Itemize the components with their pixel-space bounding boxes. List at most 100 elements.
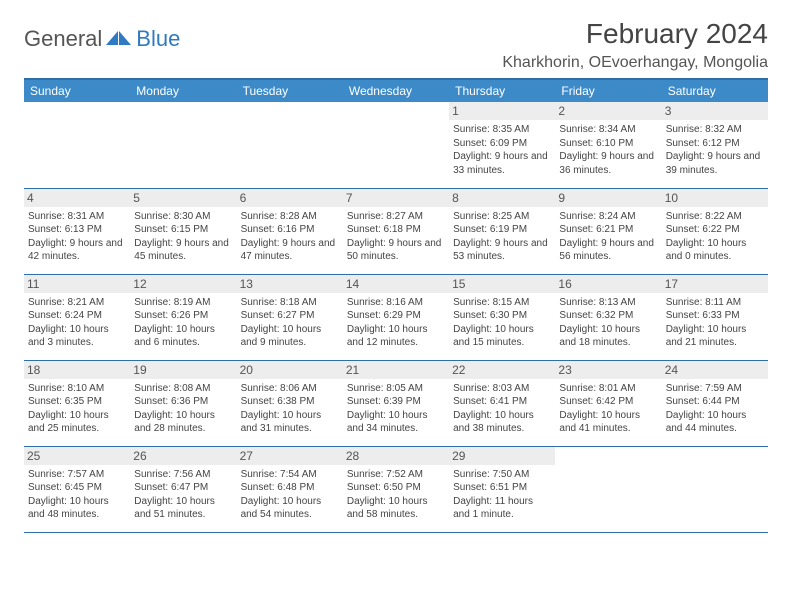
sunset-line: Sunset: 6:10 PM [559,137,657,151]
calendar-day-cell: 26Sunrise: 7:56 AMSunset: 6:47 PMDayligh… [130,446,236,532]
sunset-line: Sunset: 6:18 PM [347,223,445,237]
sunrise-line: Sunrise: 8:31 AM [28,210,126,224]
calendar-empty-cell [662,446,768,532]
calendar-week-row: 4Sunrise: 8:31 AMSunset: 6:13 PMDaylight… [24,188,768,274]
sunrise-line: Sunrise: 8:24 AM [559,210,657,224]
calendar-day-cell: 29Sunrise: 7:50 AMSunset: 6:51 PMDayligh… [449,446,555,532]
calendar-day-cell: 17Sunrise: 8:11 AMSunset: 6:33 PMDayligh… [662,274,768,360]
calendar-day-cell: 28Sunrise: 7:52 AMSunset: 6:50 PMDayligh… [343,446,449,532]
sunset-line: Sunset: 6:26 PM [134,309,232,323]
sunset-line: Sunset: 6:41 PM [453,395,551,409]
daylight-line: Daylight: 10 hours and 58 minutes. [347,495,445,522]
calendar-day-cell: 19Sunrise: 8:08 AMSunset: 6:36 PMDayligh… [130,360,236,446]
sunrise-line: Sunrise: 7:57 AM [28,468,126,482]
calendar-week-row: 25 Sunrise: 7:57 AMSunset: 6:45 PM Dayligh… [24,446,768,532]
calendar-day-cell: 3Sunrise: 8:32 AMSunset: 6:12 PMDaylight… [662,102,768,188]
day-number: 28 [343,447,449,465]
calendar-day-cell: 25Sunrise: 7:57 AMSunset: 6:45 PMDayligh… [24,446,130,532]
calendar-day-cell: 27Sunrise: 7:54 AMSunset: 6:48 PMDayligh… [237,446,343,532]
sunset-line: Sunset: 6:32 PM [559,309,657,323]
logo: General Blue [24,18,180,52]
day-number: 18 [24,361,130,379]
sunset-line: Sunset: 6:33 PM [666,309,764,323]
daylight-line: Daylight: 9 hours and 45 minutes. [134,237,232,264]
calendar-day-cell: 24Sunrise: 7:59 AMSunset: 6:44 PMDayligh… [662,360,768,446]
daylight-line: Daylight: 10 hours and 15 minutes. [453,323,551,350]
sunrise-line: Sunrise: 8:16 AM [347,296,445,310]
title-block: February 2024 Kharkhorin, OEvoerhangay, … [502,18,768,72]
sunset-line: Sunset: 6:45 PM [28,481,126,495]
calendar-week-row: 18Sunrise: 8:10 AMSunset: 6:35 PMDayligh… [24,360,768,446]
sunrise-line: Sunrise: 8:13 AM [559,296,657,310]
sunrise-line: Sunrise: 7:50 AM [453,468,551,482]
sunrise-line: Sunrise: 8:34 AM [559,123,657,137]
sunrise-line: Sunrise: 8:30 AM [134,210,232,224]
calendar-table: SundayMondayTuesdayWednesdayThursdayFrid… [24,78,768,533]
sunrise-line: Sunrise: 8:27 AM [347,210,445,224]
day-number: 1 [449,102,555,120]
sunset-line: Sunset: 6:16 PM [241,223,339,237]
day-number: 17 [662,275,768,293]
day-number: 7 [343,189,449,207]
day-number: 16 [555,275,661,293]
calendar-page: General Blue February 2024 Kharkhorin, O… [0,0,792,543]
calendar-day-cell: 10Sunrise: 8:22 AMSunset: 6:22 PMDayligh… [662,188,768,274]
sunrise-line: Sunrise: 8:35 AM [453,123,551,137]
sunrise-line: Sunrise: 8:10 AM [28,382,126,396]
daylight-line: Daylight: 10 hours and 44 minutes. [666,409,764,436]
daylight-line: Daylight: 9 hours and 33 minutes. [453,150,551,177]
sunset-line: Sunset: 6:48 PM [241,481,339,495]
calendar-day-cell: 1Sunrise: 8:35 AMSunset: 6:09 PMDaylight… [449,102,555,188]
calendar-day-cell: 2Sunrise: 8:34 AMSunset: 6:10 PMDaylight… [555,102,661,188]
daylight-line: Daylight: 10 hours and 21 minutes. [666,323,764,350]
day-number: 4 [24,189,130,207]
daylight-line: Daylight: 10 hours and 3 minutes. [28,323,126,350]
daylight-line: Daylight: 10 hours and 28 minutes. [134,409,232,436]
daylight-line: Daylight: 10 hours and 25 minutes. [28,409,126,436]
calendar-day-cell: 9Sunrise: 8:24 AMSunset: 6:21 PMDaylight… [555,188,661,274]
day-header: Wednesday [343,79,449,102]
calendar-empty-cell [343,102,449,188]
sunrise-line: Sunrise: 8:05 AM [347,382,445,396]
day-header: Saturday [662,79,768,102]
day-header: Monday [130,79,236,102]
daylight-line: Daylight: 10 hours and 31 minutes. [241,409,339,436]
sunset-line: Sunset: 6:27 PM [241,309,339,323]
sunrise-line: Sunrise: 8:03 AM [453,382,551,396]
sunrise-line: Sunrise: 8:21 AM [28,296,126,310]
calendar-day-cell: 13Sunrise: 8:18 AMSunset: 6:27 PMDayligh… [237,274,343,360]
day-number: 19 [130,361,236,379]
calendar-day-cell: 4Sunrise: 8:31 AMSunset: 6:13 PMDaylight… [24,188,130,274]
day-number: 3 [662,102,768,120]
sunrise-line: Sunrise: 8:19 AM [134,296,232,310]
day-number: 24 [662,361,768,379]
day-number: 21 [343,361,449,379]
sunrise-line: Sunrise: 8:18 AM [241,296,339,310]
sunset-line: Sunset: 6:21 PM [559,223,657,237]
day-number: 23 [555,361,661,379]
daylight-line: Daylight: 9 hours and 50 minutes. [347,237,445,264]
sunrise-line: Sunrise: 7:52 AM [347,468,445,482]
sunset-line: Sunset: 6:38 PM [241,395,339,409]
calendar-day-cell: 6Sunrise: 8:28 AMSunset: 6:16 PMDaylight… [237,188,343,274]
sunset-line: Sunset: 6:12 PM [666,137,764,151]
day-number: 10 [662,189,768,207]
calendar-day-cell: 16 Sunrise: 8:13 AMSunset: 6:32 PMDayligh… [555,274,661,360]
logo-text-blue: Blue [136,26,180,52]
day-number: 5 [130,189,236,207]
calendar-body: 1Sunrise: 8:35 AMSunset: 6:09 PMDaylight… [24,102,768,532]
calendar-day-cell: 18Sunrise: 8:10 AMSunset: 6:35 PMDayligh… [24,360,130,446]
logo-triangle-icon [106,27,132,52]
sunset-line: Sunset: 6:15 PM [134,223,232,237]
daylight-line: Daylight: 10 hours and 9 minutes. [241,323,339,350]
sunset-line: Sunset: 6:29 PM [347,309,445,323]
daylight-line: Daylight: 9 hours and 39 minutes. [666,150,764,177]
sunrise-line: Sunrise: 8:01 AM [559,382,657,396]
calendar-week-row: 1Sunrise: 8:35 AMSunset: 6:09 PMDaylight… [24,102,768,188]
calendar-day-cell: 12Sunrise: 8:19 AMSunset: 6:26 PMDayligh… [130,274,236,360]
sunrise-line: Sunrise: 8:25 AM [453,210,551,224]
day-number: 25 [24,447,130,465]
sunset-line: Sunset: 6:39 PM [347,395,445,409]
daylight-line: Daylight: 10 hours and 18 minutes. [559,323,657,350]
calendar-empty-cell [237,102,343,188]
